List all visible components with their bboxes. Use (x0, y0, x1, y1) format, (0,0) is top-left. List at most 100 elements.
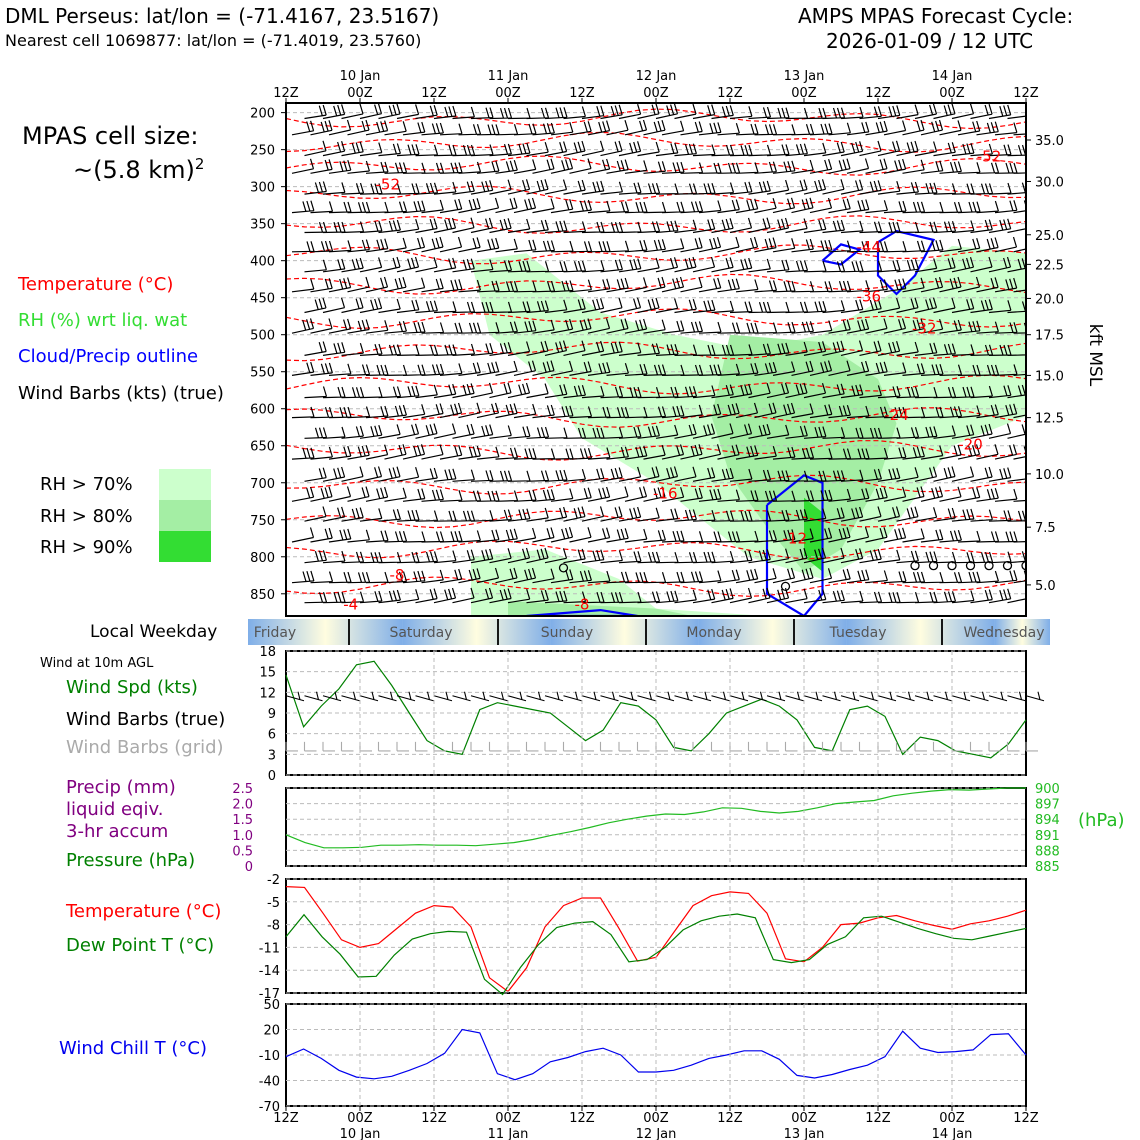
wind-barb (359, 103, 383, 120)
bottom-time-label: 12Z (273, 1111, 299, 1126)
wind-barb (359, 183, 383, 195)
precip-label-2: liquid eqiv. (66, 799, 164, 820)
wind-barb (643, 444, 666, 460)
wind-barb (828, 280, 852, 293)
wind-barb (581, 260, 605, 273)
wind-barb (328, 277, 352, 293)
wind-barb (970, 423, 993, 439)
wind-barb (865, 406, 889, 419)
wind-barb (569, 406, 593, 419)
wind-barb (754, 490, 778, 502)
temperature-contour-label: -44 (857, 238, 882, 256)
wind-barb (920, 239, 944, 253)
wind-barb (766, 509, 790, 522)
wind-barb (766, 107, 790, 120)
wind-barb (661, 120, 685, 136)
kft-tick-label: 17.5 (1035, 329, 1064, 344)
wind-barb (711, 588, 734, 604)
wind-barb (717, 403, 740, 419)
wind-barb (365, 530, 389, 543)
wind-barb (822, 427, 846, 439)
wind-barb (828, 405, 851, 419)
wind-barb (772, 529, 796, 543)
wind-barb (600, 221, 624, 234)
wind-barb (883, 571, 907, 584)
wind-chill-line (285, 1028, 1027, 1081)
wind-barb (933, 343, 956, 356)
wind-barb (661, 276, 685, 293)
wind-barb (976, 531, 1000, 543)
wind-barb (840, 179, 864, 195)
wind-barb (1007, 510, 1026, 522)
wind-barb (532, 527, 555, 543)
wind-barb (587, 318, 611, 334)
wind-barb (828, 448, 852, 460)
wind-barb (976, 321, 999, 334)
wind-barb (698, 277, 722, 293)
wind-barb (637, 141, 660, 157)
wind-barb (587, 447, 611, 460)
wind-barb (637, 387, 661, 399)
wind-spd-label: Wind Spd (kts) (66, 677, 198, 698)
wind-barb (384, 571, 408, 584)
wind-barb (304, 104, 327, 120)
wind-barb (809, 320, 833, 334)
wind-barb-true (563, 691, 582, 702)
wind-barb (439, 490, 463, 502)
wind-barb (470, 382, 494, 399)
wind-barb (402, 570, 426, 584)
wind-barb (957, 120, 981, 136)
wind-barb-grid (692, 741, 705, 752)
wind-barb (304, 550, 327, 564)
wind-barb (994, 162, 1018, 174)
wind-barb (846, 158, 870, 174)
wind-barb (809, 360, 833, 376)
wind-barb-true (470, 691, 490, 702)
wind-barb (828, 319, 851, 334)
wind-barb (359, 590, 383, 604)
wind-barb (920, 364, 944, 376)
wind-barb (322, 297, 346, 314)
wind-barb (988, 218, 1012, 234)
wind-barb (532, 448, 556, 460)
wind-barb (532, 360, 555, 376)
wind-barb (489, 218, 512, 234)
wind-barb (729, 181, 753, 195)
wind-barb (624, 572, 648, 584)
wind-barb (637, 507, 660, 522)
calm-wind-circle (928, 561, 939, 571)
wind-barb (655, 590, 679, 604)
wind-barb (310, 446, 333, 460)
wind-barb (365, 444, 389, 460)
wind-barb (507, 260, 531, 273)
wind-barb (544, 299, 568, 314)
wind-barb-true (877, 691, 897, 702)
wind-barb (507, 426, 531, 439)
wind-barb (803, 589, 827, 604)
wind-barb (507, 142, 531, 157)
wind-barb (618, 591, 642, 604)
wind-barb (507, 547, 531, 564)
wind-barb (988, 300, 1012, 314)
wind-barb (711, 257, 734, 273)
wind-barb (322, 466, 346, 482)
wind-barb (920, 160, 944, 174)
wind-barb (569, 527, 592, 543)
wind-barb (470, 424, 494, 439)
wind-barb (735, 198, 759, 214)
wind-barb (939, 406, 963, 419)
pressure-tick-label: 500 (250, 329, 275, 344)
temp-tick-label: -2 (267, 873, 280, 888)
wind-barb (489, 382, 512, 399)
wind-barb (803, 508, 827, 522)
wind-barb (877, 592, 901, 604)
wind-barb (822, 507, 845, 522)
wind-barb (939, 486, 962, 502)
top-date-label: 10 Jan (340, 69, 381, 84)
dewpoint-line (285, 913, 1027, 996)
wind-barb (655, 466, 679, 482)
wind-barb (661, 201, 685, 214)
wind-barb (828, 360, 851, 376)
wind-barb (865, 447, 889, 460)
wind-barb (458, 530, 481, 543)
